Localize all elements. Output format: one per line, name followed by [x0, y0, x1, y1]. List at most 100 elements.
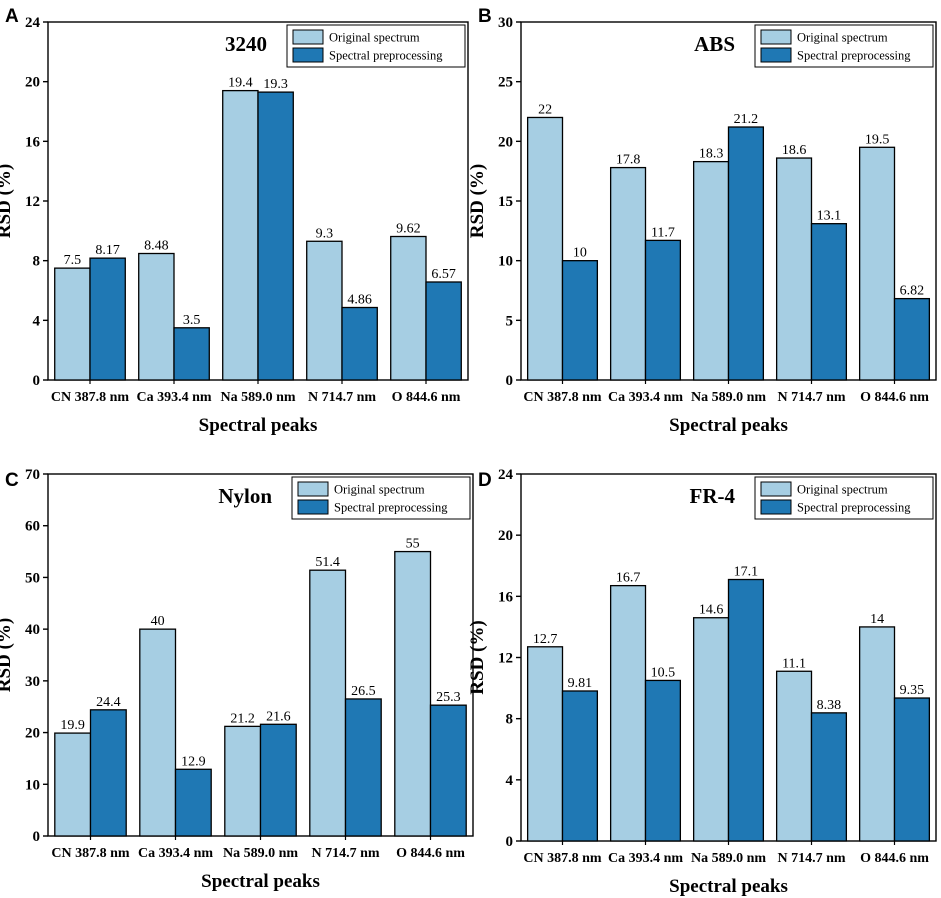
data-label: 9.35 [900, 683, 925, 698]
data-label: 19.3 [263, 77, 288, 92]
y-tick-label: 20 [498, 528, 513, 544]
x-axis-title: Spectral peaks [199, 415, 318, 436]
data-label: 11.1 [782, 656, 806, 671]
bar-preprocessing [893, 297, 931, 381]
x-tick-label: CN 387.8 nm [523, 390, 602, 405]
x-axis-title: Spectral peaks [201, 871, 320, 892]
panel-letter: D [478, 470, 492, 491]
y-tick-label: 12 [25, 194, 40, 210]
bar-original [309, 569, 347, 837]
x-axis-title: Spectral peaks [669, 415, 788, 436]
data-label: 21.2 [734, 112, 759, 127]
panel-title: 3240 [225, 32, 267, 56]
panel-letter: B [478, 6, 492, 27]
bar-preprocessing [173, 327, 210, 381]
y-tick-label: 4 [33, 313, 41, 329]
y-tick-label: 0 [506, 373, 514, 389]
bar-preprocessing [259, 723, 297, 837]
y-tick-label: 5 [506, 313, 514, 329]
panel-letter: A [5, 6, 19, 27]
panel-title: FR-4 [690, 484, 736, 508]
y-tick-label: 16 [25, 134, 41, 150]
legend-label: Original spectrum [329, 31, 420, 45]
bar-preprocessing [89, 257, 126, 381]
chart-panel-d: D 0 4 8 12 16 20 24 12.7 9.81 CN 387.8 nm 16.7 10.5 C… [467, 467, 937, 897]
bar-original [692, 160, 730, 381]
data-label: 51.4 [315, 555, 340, 570]
x-tick-label: O 844.6 nm [860, 390, 929, 405]
y-tick-label: 24 [25, 15, 41, 31]
data-label: 18.3 [699, 147, 724, 162]
bar-preprocessing [425, 281, 462, 381]
legend-label: Spectral preprocessing [329, 49, 443, 63]
x-tick-label: Ca 393.4 nm [138, 846, 213, 861]
data-label: 8.48 [144, 239, 169, 254]
data-label: 14 [870, 612, 884, 627]
panel-title: Nylon [218, 484, 272, 508]
bar-preprocessing [174, 768, 212, 837]
y-tick-label: 20 [25, 726, 40, 742]
x-tick-label: N 714.7 nm [308, 390, 376, 405]
data-label: 21.6 [266, 709, 291, 724]
legend-label: Spectral preprocessing [797, 49, 911, 63]
bar-preprocessing [727, 126, 765, 381]
legend-label: Original spectrum [797, 31, 888, 45]
legend: Original spectrum Spectral preprocessing [286, 24, 466, 68]
legend-label: Spectral preprocessing [334, 501, 448, 515]
data-label: 19.9 [60, 718, 85, 733]
bar-preprocessing [257, 91, 294, 381]
bar-preprocessing [810, 712, 848, 842]
data-label: 25.3 [436, 690, 461, 705]
x-tick-label: CN 387.8 nm [51, 846, 130, 861]
x-tick-label: N 714.7 nm [777, 390, 845, 405]
data-label: 9.62 [396, 222, 421, 237]
data-label: 22 [538, 102, 552, 117]
bar-original [609, 166, 647, 381]
legend-swatch-original [760, 29, 792, 45]
data-label: 14.6 [699, 603, 724, 618]
y-tick-label: 10 [498, 254, 513, 270]
data-label: 17.8 [616, 153, 641, 168]
bar-original [858, 146, 896, 381]
x-tick-label: Ca 393.4 nm [608, 851, 683, 866]
data-label: 8.17 [95, 243, 120, 258]
bar-original [858, 626, 896, 842]
y-tick-label: 0 [33, 829, 41, 845]
legend-swatch-original [760, 481, 792, 497]
bar-preprocessing [644, 239, 682, 381]
bar-preprocessing [893, 697, 931, 842]
x-tick-label: Na 589.0 nm [223, 846, 298, 861]
bar-original [526, 646, 564, 842]
data-label: 6.82 [900, 284, 925, 299]
y-tick-label: 20 [498, 134, 513, 150]
bar-original [54, 732, 92, 837]
x-tick-label: CN 387.8 nm [523, 851, 602, 866]
y-tick-label: 0 [33, 373, 41, 389]
y-tick-label: 60 [25, 519, 40, 535]
data-label: 4.86 [347, 293, 372, 308]
x-tick-label: Ca 393.4 nm [136, 390, 211, 405]
y-tick-label: 25 [498, 75, 513, 91]
x-tick-label: Ca 393.4 nm [608, 390, 683, 405]
data-label: 26.5 [351, 684, 376, 699]
data-label: 3.5 [183, 313, 201, 328]
x-tick-label: CN 387.8 nm [51, 390, 130, 405]
bar-original [390, 235, 427, 381]
data-label: 18.6 [782, 143, 807, 158]
legend: Original spectrum Spectral preprocessing [754, 24, 934, 68]
y-axis-title: RSD (%) [467, 164, 488, 238]
bar-original [775, 670, 813, 842]
bar-original [139, 628, 177, 837]
bar-original [306, 240, 343, 381]
legend-swatch-preprocessing [297, 499, 329, 515]
chart-panel-a: A 0 4 8 12 16 20 24 7.5 8.17 CN 387.8 nm 8.48 3.5 Ca … [0, 6, 469, 436]
legend: Original spectrum Spectral preprocessing [291, 476, 471, 520]
bar-original [609, 584, 647, 842]
bar-preprocessing [561, 690, 599, 842]
y-tick-label: 16 [498, 589, 514, 605]
bar-preprocessing [561, 260, 599, 381]
chart-panel-c: C 0 10 20 30 40 50 60 70 19.9 24.4 CN 387.8 nm 40 12.… [0, 467, 474, 892]
x-tick-label: O 844.6 nm [860, 851, 929, 866]
bar-original [222, 89, 259, 381]
